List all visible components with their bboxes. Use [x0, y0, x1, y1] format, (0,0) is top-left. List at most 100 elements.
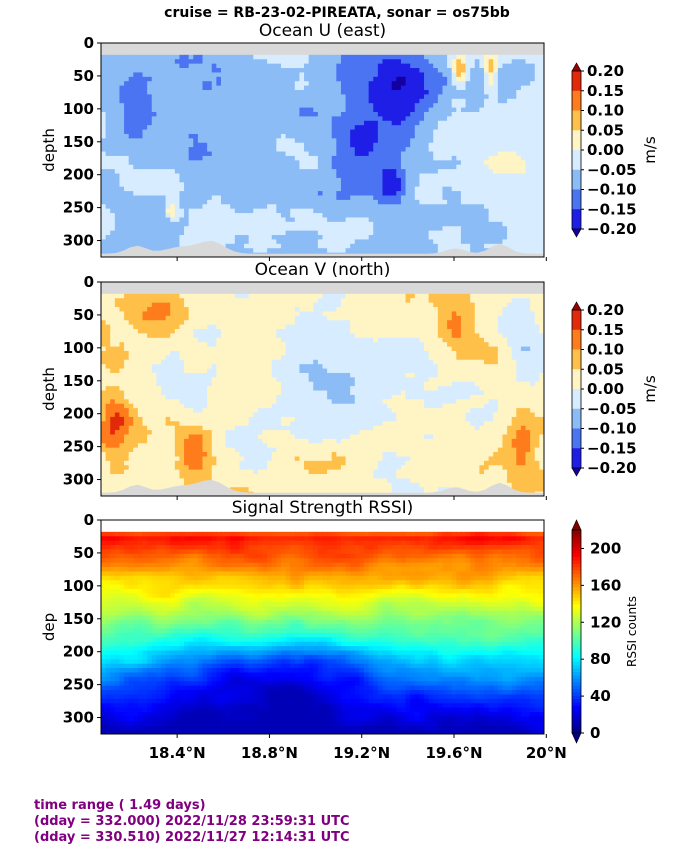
data-cell — [377, 169, 384, 175]
data-cell — [465, 68, 471, 74]
data-cell — [101, 311, 107, 317]
data-cell — [128, 204, 134, 210]
data-cell — [119, 320, 125, 326]
data-cell — [460, 151, 467, 157]
data-cell — [340, 72, 347, 78]
data-cell — [317, 177, 324, 183]
data-cell — [151, 350, 157, 356]
data-cell — [105, 412, 111, 418]
data-cell — [516, 177, 522, 183]
data-cell — [442, 125, 448, 131]
data-cell — [202, 111, 208, 117]
data-cell — [387, 243, 393, 249]
data-cell — [451, 125, 457, 131]
data-cell — [110, 469, 116, 475]
data-cell — [105, 63, 111, 69]
data-cell — [244, 186, 250, 192]
data-cell — [119, 474, 125, 480]
data-cell — [230, 213, 236, 219]
data-cell — [271, 94, 277, 100]
data-cell — [507, 94, 513, 100]
data-cell — [285, 182, 291, 188]
data-cell — [377, 76, 384, 82]
data-cell — [400, 107, 407, 113]
data-cell — [336, 142, 342, 148]
data-cell — [276, 243, 282, 249]
data-cell — [294, 155, 301, 161]
data-cell — [128, 482, 134, 488]
data-cell — [377, 248, 384, 254]
data-cell — [322, 182, 328, 188]
data-cell — [484, 213, 490, 219]
data-cell — [460, 239, 467, 245]
data-cell — [488, 226, 494, 232]
data-cell — [359, 59, 365, 65]
data-cell — [101, 456, 107, 462]
data-cell — [114, 434, 121, 440]
data-cell — [105, 204, 111, 210]
data-cell — [465, 230, 471, 236]
data-cell — [484, 169, 490, 175]
data-cell — [479, 116, 485, 122]
data-cell — [530, 164, 536, 170]
data-cell — [156, 133, 162, 139]
data-cell — [202, 226, 208, 232]
data-cell — [151, 81, 157, 87]
data-cell — [304, 120, 310, 126]
data-cell — [377, 142, 384, 148]
data-cell — [267, 85, 273, 91]
data-cell — [502, 81, 508, 87]
data-cell — [151, 217, 157, 223]
data-cell — [114, 142, 121, 148]
data-cell — [151, 116, 157, 122]
data-cell — [493, 63, 499, 69]
data-cell — [484, 243, 490, 249]
data-cell — [460, 98, 467, 104]
data-cell — [442, 191, 448, 197]
data-cell — [110, 307, 116, 313]
data-cell — [174, 90, 181, 95]
data-cell — [179, 94, 185, 100]
data-cell — [470, 182, 476, 188]
data-cell — [137, 329, 144, 334]
data-cell — [124, 320, 130, 326]
data-cell — [151, 315, 157, 321]
data-cell — [317, 182, 324, 188]
data-cell — [147, 394, 153, 400]
data-cell — [133, 302, 139, 308]
data-cell — [290, 155, 296, 161]
data-cell — [354, 138, 361, 144]
data-cell — [216, 68, 222, 74]
data-cell — [354, 147, 361, 153]
data-cell — [137, 381, 144, 387]
data-cell — [211, 155, 217, 161]
data-cell — [447, 195, 453, 201]
data-cell — [317, 169, 324, 175]
data-cell — [502, 221, 508, 227]
data-cell — [165, 72, 171, 78]
data-cell — [502, 54, 508, 60]
data-cell — [387, 63, 393, 69]
data-cell — [502, 94, 508, 100]
data-cell — [354, 226, 361, 232]
data-cell — [520, 90, 527, 95]
data-cell — [160, 116, 167, 122]
data-cell — [211, 90, 217, 95]
data-cell — [516, 151, 522, 157]
data-cell — [114, 487, 121, 493]
data-cell — [317, 81, 324, 87]
data-cell — [280, 129, 287, 135]
data-cell — [170, 182, 176, 188]
data-cell — [193, 76, 199, 82]
data-cell — [433, 142, 439, 148]
data-cell — [345, 81, 351, 87]
data-cell — [456, 208, 462, 214]
data-cell — [479, 199, 485, 205]
data-cell — [414, 63, 420, 69]
data-cell — [460, 230, 467, 236]
data-cell — [433, 164, 439, 170]
data-cell — [327, 235, 333, 241]
data-cell — [174, 195, 181, 201]
data-cell — [248, 182, 254, 188]
data-cell — [170, 59, 176, 65]
